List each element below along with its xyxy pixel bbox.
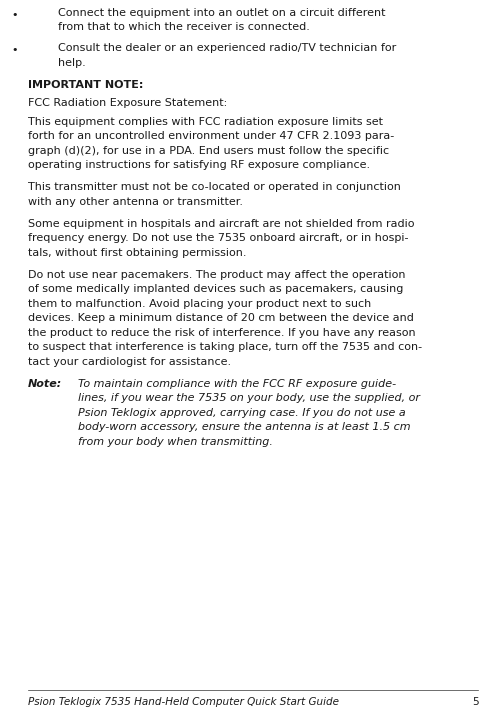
Text: tals, without first obtaining permission.: tals, without first obtaining permission…	[28, 248, 246, 257]
Text: frequency energy. Do not use the 7535 onboard aircraft, or in hospi-: frequency energy. Do not use the 7535 on…	[28, 233, 408, 243]
Text: tact your cardiologist for assistance.: tact your cardiologist for assistance.	[28, 357, 230, 367]
Text: forth for an uncontrolled environment under 47 CFR 2.1093 para-: forth for an uncontrolled environment un…	[28, 131, 394, 141]
Text: devices. Keep a minimum distance of 20 cm between the device and: devices. Keep a minimum distance of 20 c…	[28, 313, 413, 323]
Text: Psion Teklogix approved, carrying case. If you do not use a: Psion Teklogix approved, carrying case. …	[78, 408, 405, 418]
Text: them to malfunction. Avoid placing your product next to such: them to malfunction. Avoid placing your …	[28, 299, 371, 309]
Text: body-worn accessory, ensure the antenna is at least 1.5 cm: body-worn accessory, ensure the antenna …	[78, 422, 410, 432]
Text: the product to reduce the risk of interference. If you have any reason: the product to reduce the risk of interf…	[28, 328, 415, 338]
Text: help.: help.	[58, 57, 85, 67]
Text: •: •	[12, 45, 18, 55]
Text: Psion Teklogix 7535 Hand-Held Computer Quick Start Guide: Psion Teklogix 7535 Hand-Held Computer Q…	[28, 697, 339, 707]
Text: IMPORTANT NOTE:: IMPORTANT NOTE:	[28, 80, 143, 90]
Text: FCC Radiation Exposure Statement:: FCC Radiation Exposure Statement:	[28, 98, 227, 108]
Text: lines, if you wear the 7535 on your body, use the supplied, or: lines, if you wear the 7535 on your body…	[78, 393, 420, 403]
Text: graph (d)(2), for use in a PDA. End users must follow the specific: graph (d)(2), for use in a PDA. End user…	[28, 146, 389, 156]
Text: To maintain compliance with the FCC RF exposure guide-: To maintain compliance with the FCC RF e…	[78, 379, 396, 389]
Text: of some medically implanted devices such as pacemakers, causing: of some medically implanted devices such…	[28, 284, 403, 294]
Text: This transmitter must not be co-located or operated in conjunction: This transmitter must not be co-located …	[28, 182, 400, 192]
Text: •: •	[12, 10, 18, 20]
Text: Some equipment in hospitals and aircraft are not shielded from radio: Some equipment in hospitals and aircraft…	[28, 219, 414, 229]
Text: to suspect that interference is taking place, turn off the 7535 and con-: to suspect that interference is taking p…	[28, 342, 422, 352]
Text: Consult the dealer or an experienced radio/TV technician for: Consult the dealer or an experienced rad…	[58, 43, 396, 53]
Text: with any other antenna or transmitter.: with any other antenna or transmitter.	[28, 196, 242, 206]
Text: Note:: Note:	[28, 379, 62, 389]
Text: Connect the equipment into an outlet on a circuit different: Connect the equipment into an outlet on …	[58, 8, 385, 18]
Text: operating instructions for satisfying RF exposure compliance.: operating instructions for satisfying RF…	[28, 161, 370, 170]
Text: 5: 5	[472, 697, 478, 707]
Text: from your body when transmitting.: from your body when transmitting.	[78, 437, 273, 447]
Text: Do not use near pacemakers. The product may affect the operation: Do not use near pacemakers. The product …	[28, 270, 405, 280]
Text: from that to which the receiver is connected.: from that to which the receiver is conne…	[58, 22, 310, 32]
Text: This equipment complies with FCC radiation exposure limits set: This equipment complies with FCC radiati…	[28, 117, 383, 127]
